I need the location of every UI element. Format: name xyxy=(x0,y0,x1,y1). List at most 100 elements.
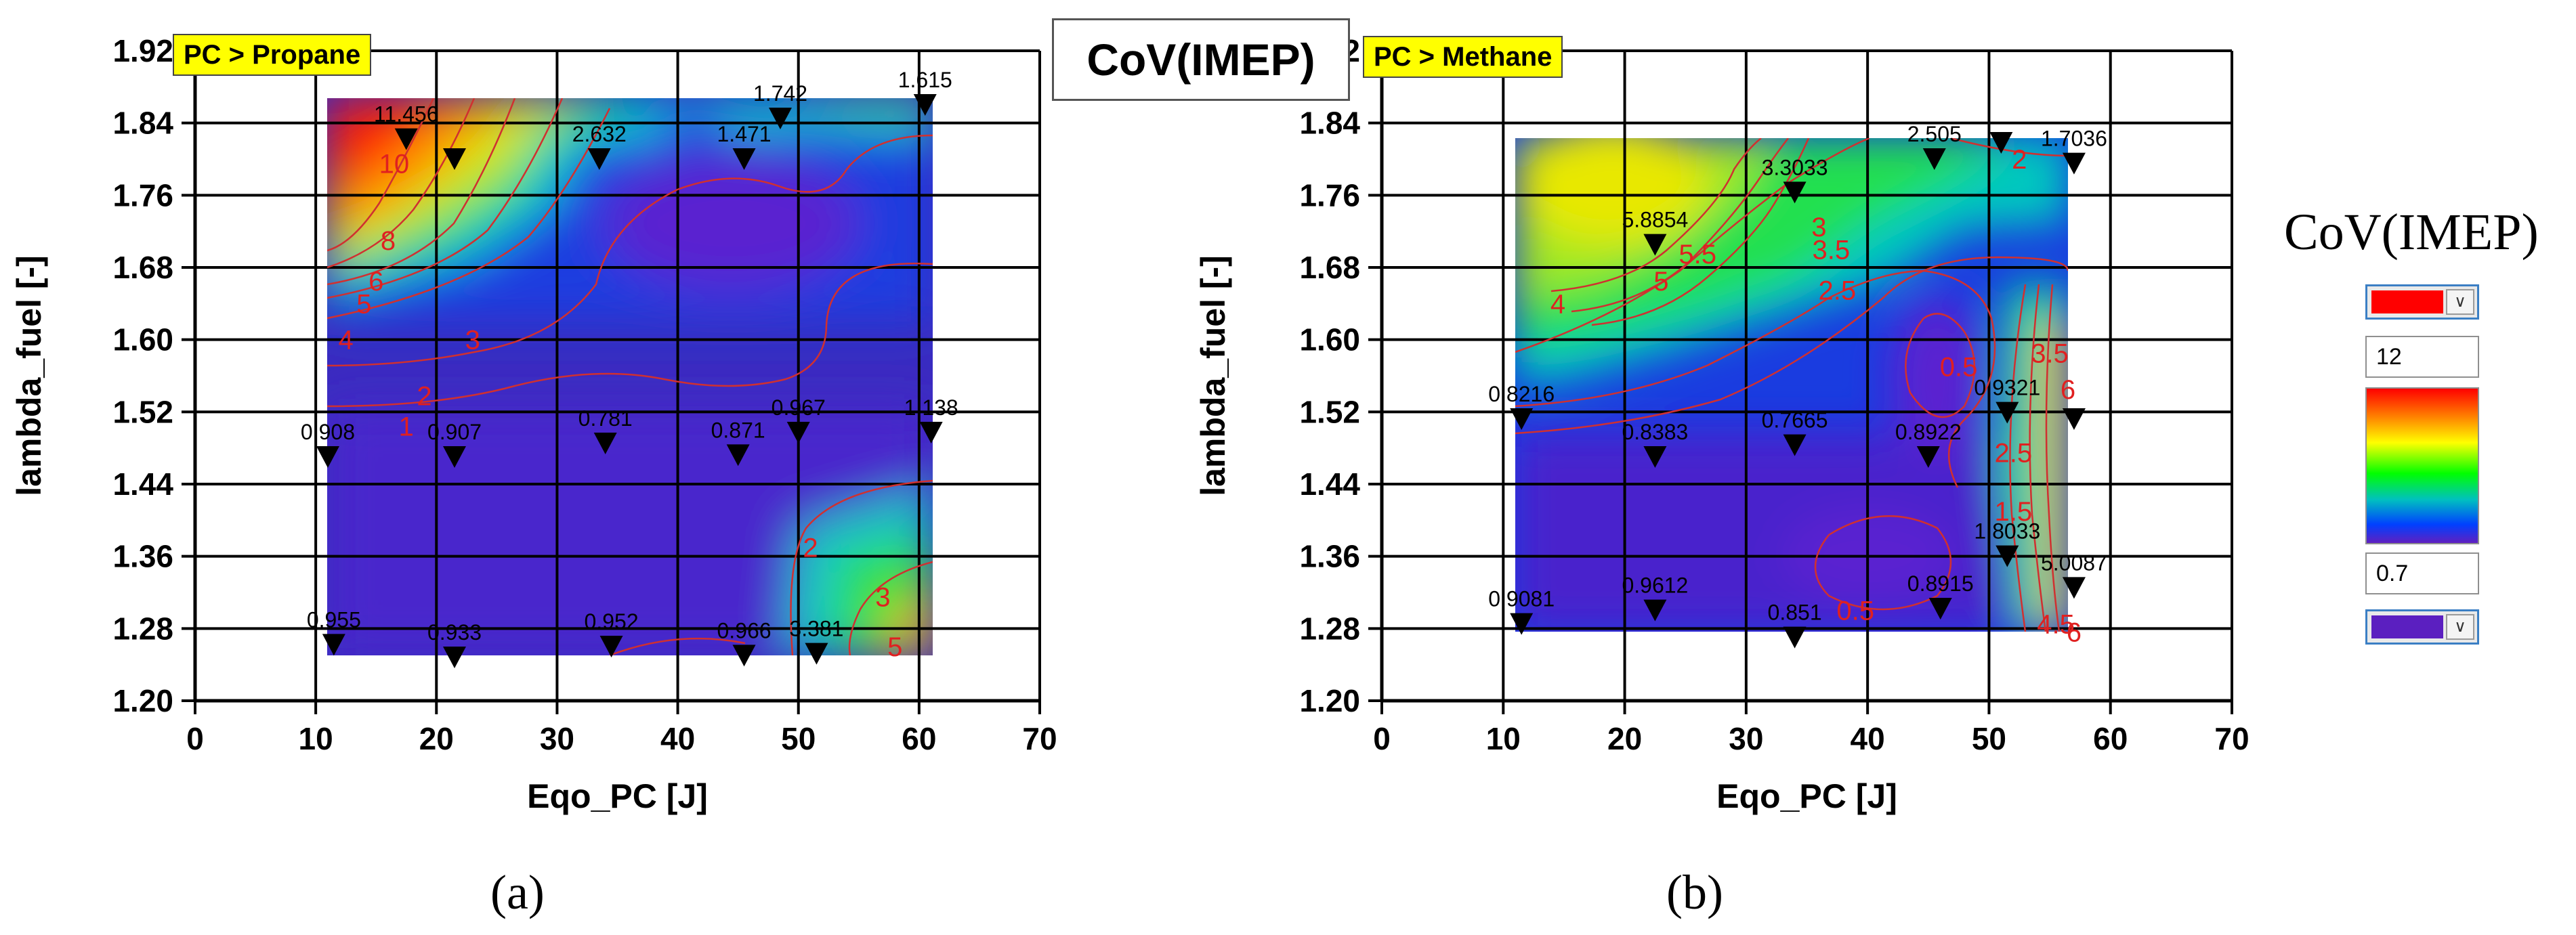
panel-a-data-marker xyxy=(587,148,611,170)
panel-b-data-label: 2.505 xyxy=(1907,122,1962,146)
panel-a-data-label: 0.933 xyxy=(427,620,482,645)
panel-b-data-label: 5.0087 xyxy=(2041,550,2107,575)
panel-a-data-label: 1.471 xyxy=(717,122,772,146)
panel-b-contour-label: 5.5 xyxy=(1678,240,1716,269)
chevron-down-icon[interactable]: ∨ xyxy=(2446,289,2474,315)
max-color-select[interactable]: ∨ xyxy=(2365,284,2479,320)
panel-b-data-label: 0.9321 xyxy=(1974,376,2040,400)
panel-a-y-tick-label: 1.68 xyxy=(112,250,173,285)
panel-a-y-tick-label: 1.44 xyxy=(112,466,173,502)
panel-b-x-tick-label: 20 xyxy=(1607,721,1642,756)
panel-b-data-marker xyxy=(1996,545,2019,567)
panel-b-data-marker xyxy=(1928,598,1952,619)
panel-b-contour-label: 0.5 xyxy=(1836,596,1874,626)
panel-b-x-axis-label: Eqo_PC [J] xyxy=(1716,777,1897,815)
panel-a-data-marker xyxy=(913,94,937,116)
panel-b-contour-label: 5 xyxy=(1653,267,1668,297)
panel-a-y-tick-label: 1.92 xyxy=(112,33,173,68)
panel-a-data-points: 11.456 2.632 1.471 1.742 1.615 0.908 0.907 0.78… xyxy=(301,68,958,668)
panel-b-x-tick-label: 30 xyxy=(1729,721,1763,756)
panel-b-data-marker xyxy=(1922,148,1946,170)
panel-b-data-label: 0.8216 xyxy=(1488,382,1555,406)
panel-b-data-label: 0.851 xyxy=(1768,601,1822,625)
panel-b-heatmap xyxy=(1515,138,2068,632)
panel-b-data-label: 5.8854 xyxy=(1622,208,1688,232)
panel-b-data-points: 5.8854 3.3033 2.505 1.7036 0.8216 0.8383 0.766… xyxy=(1488,122,2107,649)
panel-b-data-label: 0.8922 xyxy=(1895,420,1962,444)
panel-a-contour-label: 1 xyxy=(399,412,414,442)
panel-a-data-marker xyxy=(805,643,828,665)
panel-b-data-label: 3.3033 xyxy=(1762,155,1828,179)
panel-a-label: (a) xyxy=(490,865,545,919)
panel-a-heatmap xyxy=(327,98,933,655)
panel-a-data-label: 1.615 xyxy=(898,68,952,92)
panel-a-x-tick-label: 50 xyxy=(781,721,816,756)
panel-a-data-marker xyxy=(316,446,339,468)
min-color-select[interactable]: ∨ xyxy=(2365,609,2479,645)
panel-b-y-tick-label: 1.60 xyxy=(1299,322,1360,357)
panel-b-data-marker xyxy=(1510,613,1534,635)
chevron-down-icon[interactable]: ∨ xyxy=(2446,614,2474,640)
panel-a-data-marker xyxy=(599,636,623,657)
panel-a-y-tick-label: 1.36 xyxy=(112,539,173,574)
min-value-field[interactable]: 0.7 xyxy=(2365,552,2479,594)
panel-b-data-marker xyxy=(1643,234,1667,256)
panel-a-data-marker xyxy=(394,128,418,150)
panel-a-data-label: 0.952 xyxy=(585,609,639,634)
panel-b-x-tick-label: 60 xyxy=(2093,721,2128,756)
panel-b-y-tick-label: 1.44 xyxy=(1299,466,1360,502)
panel-b-y-tick-label: 1.20 xyxy=(1299,683,1360,718)
max-value-field[interactable]: 12 xyxy=(2365,336,2479,378)
panel-a-data-label: 0.966 xyxy=(717,618,772,643)
panel-b-data-marker xyxy=(1643,446,1667,468)
panel-b-data-marker xyxy=(1643,599,1667,622)
panel-a-x-tick-label: 20 xyxy=(419,721,454,756)
figure-title: CoV(IMEP) xyxy=(1052,18,1350,101)
panel-b-y-tick-label: 1.52 xyxy=(1299,394,1360,429)
panel-b-x-tick-label: 0 xyxy=(1373,721,1391,756)
panel-b-data-marker xyxy=(1783,434,1807,456)
panel-a-y-tick-label: 1.20 xyxy=(112,683,173,718)
panel-b-data-marker xyxy=(1783,626,1807,649)
panel-b-data-marker xyxy=(2062,577,2086,599)
panel-b-data-marker xyxy=(1916,446,1940,468)
panel-b-data-label: 0.8915 xyxy=(1907,571,1974,596)
panel-b-x-tick-label: 70 xyxy=(2214,721,2249,756)
panel-b-data-marker xyxy=(2062,408,2086,430)
panel-b-axes: 0 10 20 30 40 50 60 701.201.281.361.441.521.601… xyxy=(1194,33,2250,815)
panel-a-data-marker xyxy=(443,446,467,468)
panel-b-y-axis-label: lambda_fuel [-] xyxy=(1194,255,1232,496)
panel-a-data-label: 0.908 xyxy=(301,420,355,444)
panel-a-x-tick-label: 60 xyxy=(902,721,936,756)
panel-a-y-tick-label: 1.76 xyxy=(112,177,173,213)
panel-b-data-label: 0.9081 xyxy=(1488,587,1555,611)
panel-a-x-axis-label: Eqo_PC [J] xyxy=(527,777,708,815)
panel-b-data-marker xyxy=(1510,408,1534,430)
panel-b-contour-lines xyxy=(1515,138,2068,632)
panel-b-contour-label: 0.5 xyxy=(1940,353,1978,383)
panel-a-data-marker xyxy=(732,645,756,667)
panel-a-data-label: 0.781 xyxy=(578,406,633,431)
panel-a-x-tick-label: 10 xyxy=(299,721,333,756)
panel-b-data-label: 1.8033 xyxy=(1974,519,2040,544)
panel-a-y-tick-label: 1.60 xyxy=(112,322,173,357)
panel-a-data-label: 0.871 xyxy=(711,418,765,442)
panel-a-x-tick-label: 70 xyxy=(1022,721,1057,756)
panel-b-data-label: 0.8383 xyxy=(1622,420,1688,444)
panel-a-y-axis-label: lambda_fuel [-] xyxy=(10,255,48,496)
panel-a-data-label: 0.967 xyxy=(772,395,826,420)
panel-b-x-tick-label: 10 xyxy=(1486,721,1521,756)
panel-a-data-label: 0.907 xyxy=(427,420,482,444)
panel-b-contour-label: 6 xyxy=(2067,618,2082,648)
color-scale-bar xyxy=(2365,387,2479,544)
panel-a-contour-label: 4 xyxy=(339,326,354,355)
panel-a-data-label: 1.742 xyxy=(753,81,807,106)
panel-b-y-tick-label: 1.84 xyxy=(1299,106,1360,141)
panel-a-data-label: 0.955 xyxy=(307,607,361,632)
panel-a-data-marker xyxy=(443,647,467,668)
panel-a-grid xyxy=(194,49,1041,702)
panel-a-data-marker xyxy=(732,148,756,170)
panel-b-contour-label: 3 xyxy=(1811,213,1826,242)
panel-a-contour-label: 3 xyxy=(465,326,480,355)
